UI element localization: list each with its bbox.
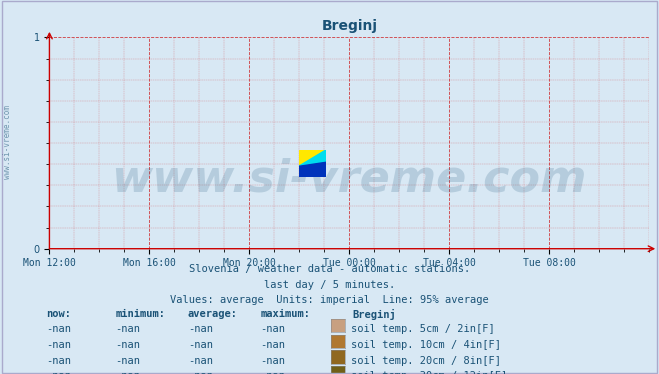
Text: Slovenia / weather data - automatic stations.: Slovenia / weather data - automatic stat… bbox=[189, 264, 470, 274]
Text: minimum:: minimum: bbox=[115, 309, 165, 319]
Text: -nan: -nan bbox=[115, 324, 140, 334]
Text: -nan: -nan bbox=[188, 340, 213, 350]
Text: -nan: -nan bbox=[46, 340, 71, 350]
Text: soil temp. 30cm / 12in[F]: soil temp. 30cm / 12in[F] bbox=[351, 371, 507, 374]
Text: -nan: -nan bbox=[188, 356, 213, 366]
Text: average:: average: bbox=[188, 309, 238, 319]
Polygon shape bbox=[299, 150, 326, 166]
Text: -nan: -nan bbox=[46, 356, 71, 366]
Polygon shape bbox=[299, 162, 326, 178]
Text: now:: now: bbox=[46, 309, 71, 319]
Text: -nan: -nan bbox=[46, 324, 71, 334]
Text: -nan: -nan bbox=[115, 371, 140, 374]
Title: Breginj: Breginj bbox=[322, 19, 377, 33]
Text: -nan: -nan bbox=[115, 356, 140, 366]
Text: soil temp. 20cm / 8in[F]: soil temp. 20cm / 8in[F] bbox=[351, 356, 501, 366]
Text: Values: average  Units: imperial  Line: 95% average: Values: average Units: imperial Line: 95… bbox=[170, 295, 489, 306]
Text: Breginj: Breginj bbox=[353, 309, 396, 319]
Text: soil temp. 10cm / 4in[F]: soil temp. 10cm / 4in[F] bbox=[351, 340, 501, 350]
Text: www.si-vreme.com: www.si-vreme.com bbox=[111, 157, 587, 200]
Text: -nan: -nan bbox=[188, 371, 213, 374]
Text: -nan: -nan bbox=[188, 324, 213, 334]
Text: -nan: -nan bbox=[260, 371, 285, 374]
Text: -nan: -nan bbox=[46, 371, 71, 374]
Text: -nan: -nan bbox=[260, 324, 285, 334]
Polygon shape bbox=[299, 150, 326, 166]
Text: -nan: -nan bbox=[260, 356, 285, 366]
Text: maximum:: maximum: bbox=[260, 309, 310, 319]
Text: -nan: -nan bbox=[115, 340, 140, 350]
Text: www.si-vreme.com: www.si-vreme.com bbox=[3, 105, 13, 179]
Text: last day / 5 minutes.: last day / 5 minutes. bbox=[264, 280, 395, 290]
Text: soil temp. 5cm / 2in[F]: soil temp. 5cm / 2in[F] bbox=[351, 324, 494, 334]
Text: -nan: -nan bbox=[260, 340, 285, 350]
